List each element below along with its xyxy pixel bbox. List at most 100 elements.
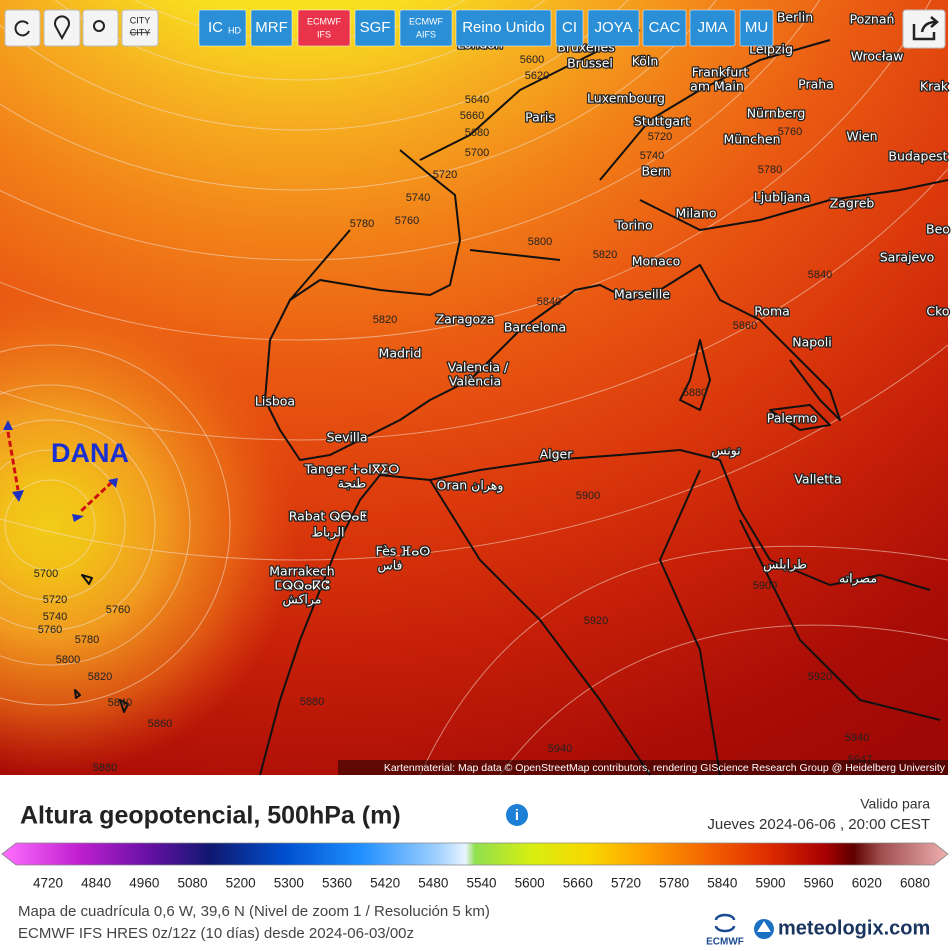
footer-line: ECMWF IFS HRES 0z/12z (10 días) desde 20… — [18, 925, 414, 942]
model-button[interactable] — [587, 9, 640, 47]
contour-label: 5840 — [108, 697, 132, 709]
contour-label: 5660 — [460, 110, 484, 122]
city-label: Bern — [641, 164, 670, 179]
scale-label: 5540 — [466, 876, 496, 891]
model-button[interactable] — [297, 9, 351, 47]
attribution-bg — [338, 760, 948, 775]
dana-arrowheads — [3, 420, 118, 522]
contour-label: 5760 — [106, 604, 130, 616]
contour-label: 5800 — [56, 654, 80, 666]
location-button[interactable] — [43, 9, 81, 47]
contour-label: 5920 — [808, 671, 832, 683]
model-button[interactable] — [555, 9, 584, 47]
city-label: Zagreb — [830, 196, 875, 211]
button-label: CAC — [649, 19, 681, 36]
button-sub-label: AIFS — [416, 29, 436, 39]
contour-label: 5780 — [758, 164, 782, 176]
city-label: مصراته — [839, 571, 877, 587]
button-label: IC — [208, 19, 223, 36]
contour-label: 5780 — [75, 634, 99, 646]
contour-label: 5840 — [537, 296, 561, 308]
contour-label: 5600 — [520, 54, 544, 66]
logo: ECMWF — [706, 937, 744, 948]
contour-label: 5800 — [528, 236, 552, 248]
city-label: Madrid — [379, 346, 422, 361]
city-label: Fès ⴼⴰⵙ — [376, 544, 431, 559]
contour-label: 5740 — [406, 192, 430, 204]
contour-label: 5760 — [778, 126, 802, 138]
city-label: الرباط — [311, 525, 344, 541]
info-icon: i — [515, 807, 519, 824]
city-label: Ljubljana — [754, 190, 810, 205]
button-label: MU — [745, 19, 768, 36]
model-button[interactable] — [455, 9, 552, 47]
scale-label: 6020 — [852, 876, 882, 891]
model-button[interactable] — [739, 9, 774, 47]
contour-label: 5940 — [548, 743, 572, 755]
legend-panel: Altura geopotencial, 500hPa (m) i Valido… — [1, 796, 949, 948]
map[interactable]: BerlinPoznańLondonBruxellesBrusselKölnLe… — [0, 0, 952, 776]
contour-label: 5720 — [648, 131, 672, 143]
scale-label: 5660 — [563, 876, 593, 891]
contour-label: 5860 — [148, 718, 172, 730]
button-label: MRF — [255, 19, 288, 36]
button-label: JMA — [698, 19, 728, 36]
city-label: Nürnberg — [747, 106, 806, 121]
contour-label: 5740 — [43, 611, 67, 623]
scale-labels: 4720 4840 4960 5080 5200 5300 5360 5420 5480 5540… — [33, 876, 930, 891]
city-label: València — [449, 374, 501, 389]
city-label: Paris — [525, 110, 555, 125]
city-label: Wrocław — [851, 49, 904, 64]
city-label: طرابلس — [763, 557, 807, 573]
city-label: Praha — [798, 77, 834, 92]
contour-label: 5700 — [465, 147, 489, 159]
contour-label: 5760 — [38, 624, 62, 636]
model-button[interactable] — [399, 9, 453, 47]
city-label: Marrakech — [269, 564, 334, 579]
contour-label: 5860 — [733, 320, 757, 332]
city-label: فاس — [377, 558, 402, 574]
city-label: Zaragoza — [436, 312, 495, 327]
contour-label: 5820 — [593, 249, 617, 261]
scale-label: 5080 — [177, 876, 207, 891]
attribution: Kartenmaterial: Map data © OpenStreetMap… — [384, 762, 946, 774]
contour-label: 5940 — [845, 732, 869, 744]
city-label: Tanger ⵜⴰⵏⴳⵉⵔ — [304, 462, 400, 477]
contour-label: 5880 — [300, 696, 324, 708]
contour-label: 5720 — [433, 169, 457, 181]
model-button[interactable] — [354, 9, 396, 47]
contour-label: 5880 — [683, 387, 707, 399]
reload-button[interactable] — [4, 9, 41, 47]
city-label: Napoli — [792, 335, 832, 350]
dana-arrows — [6, 431, 114, 514]
model-button[interactable] — [198, 9, 247, 47]
city-label: Alger — [540, 447, 574, 462]
info-button[interactable] — [506, 804, 528, 826]
scale-label: 5480 — [418, 876, 448, 891]
model-button[interactable] — [250, 9, 293, 47]
city-toggle[interactable] — [121, 9, 159, 47]
low-pressure-area — [0, 275, 330, 775]
button-label: CI — [562, 19, 577, 36]
contour-label: 5900 — [576, 490, 600, 502]
logo: meteologix.com — [778, 917, 930, 939]
model-button[interactable] — [642, 9, 687, 47]
city-label: Valencia / — [448, 360, 509, 375]
button-label: ECMWF — [409, 16, 443, 26]
city-label: Oran وهران — [437, 478, 504, 494]
city-label: Brussel — [567, 56, 613, 71]
city-label: Poznań — [850, 12, 895, 27]
city-label: Frankfurt — [692, 65, 749, 80]
contour-label: 5680 — [465, 127, 489, 139]
model-button[interactable] — [689, 9, 736, 47]
city-label: München — [723, 132, 780, 147]
scale-label: 5720 — [611, 876, 641, 891]
location-icon — [54, 15, 70, 41]
zoom-button[interactable] — [82, 9, 119, 47]
model-buttons: IC HD MRF ECMWF IFS SGF ECMWF AIFS Reino Unido CI… — [198, 9, 774, 47]
city-label: Luxembourg — [587, 91, 665, 106]
city-label: Stuttgart — [634, 114, 690, 129]
share-icon — [912, 16, 939, 41]
